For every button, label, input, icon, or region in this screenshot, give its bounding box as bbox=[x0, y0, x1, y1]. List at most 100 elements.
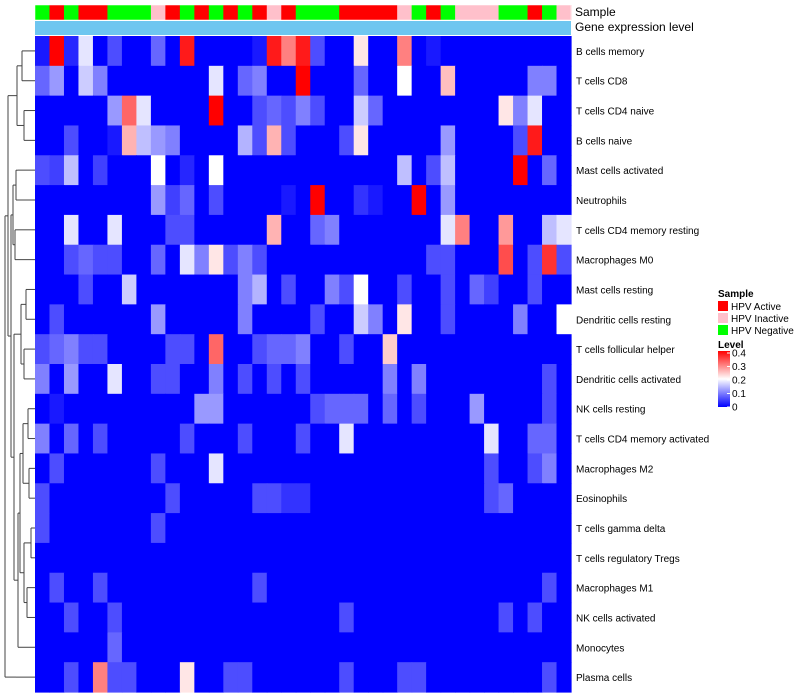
sample-legend-swatch bbox=[718, 325, 728, 335]
heatmap-cell bbox=[237, 334, 253, 365]
heatmap-cell bbox=[513, 95, 529, 127]
heatmap-cell bbox=[35, 542, 51, 574]
sample-annotation-cell bbox=[397, 5, 413, 20]
heatmap-cell bbox=[295, 65, 311, 97]
heatmap-cell bbox=[92, 572, 109, 604]
heatmap-cell bbox=[237, 423, 253, 455]
heatmap-cell bbox=[440, 423, 456, 455]
sample-legend-title: Sample bbox=[718, 289, 754, 300]
heatmap-cell bbox=[281, 662, 297, 693]
heatmap-cell bbox=[266, 393, 282, 425]
heatmap-cell bbox=[353, 542, 369, 574]
heatmap-cell bbox=[339, 65, 355, 97]
heatmap-cell bbox=[527, 572, 543, 604]
heatmap-cell bbox=[78, 662, 94, 693]
sample-annotation-cell bbox=[252, 5, 268, 20]
heatmap-cell bbox=[92, 95, 109, 127]
heatmap-cell bbox=[542, 334, 558, 365]
heatmap-cell bbox=[498, 513, 514, 544]
heatmap-cell bbox=[121, 95, 138, 127]
heatmap-cell bbox=[440, 36, 456, 67]
heatmap-cell bbox=[252, 185, 268, 216]
heatmap-cell bbox=[295, 423, 311, 455]
heatmap-cell bbox=[281, 36, 297, 67]
heatmap-cell bbox=[107, 662, 123, 693]
heatmap-cell bbox=[324, 274, 340, 305]
row-label: Dendritic cells resting bbox=[576, 315, 671, 326]
sample-annotation-cell bbox=[136, 5, 152, 20]
heatmap-cell bbox=[136, 483, 152, 514]
heatmap-cell bbox=[542, 125, 558, 156]
heatmap-cell bbox=[63, 334, 80, 365]
heatmap-cell bbox=[194, 513, 210, 544]
sample-annotation-cell bbox=[310, 5, 326, 20]
row-label: T cells CD4 naive bbox=[576, 107, 655, 118]
heatmap-cell bbox=[513, 364, 529, 395]
heatmap-cell bbox=[484, 513, 500, 544]
heatmap-cell bbox=[368, 632, 384, 663]
heatmap-cell bbox=[121, 632, 138, 663]
heatmap-cell bbox=[223, 36, 239, 67]
heatmap-cell bbox=[455, 364, 471, 395]
heatmap-cell bbox=[382, 453, 398, 484]
heatmap-cell bbox=[63, 274, 80, 305]
heatmap-cell bbox=[411, 36, 427, 67]
heatmap-cell bbox=[63, 453, 80, 484]
sample-legend-swatch bbox=[718, 313, 728, 323]
heatmap-cell bbox=[411, 453, 427, 484]
sample-annotation-frame bbox=[34, 4, 572, 21]
heatmap-cell bbox=[63, 662, 80, 693]
heatmap-cell bbox=[107, 483, 123, 514]
heatmap-cell bbox=[35, 95, 51, 127]
heatmap-cell bbox=[353, 513, 369, 544]
heatmap-cell bbox=[208, 483, 224, 514]
heatmap-cell bbox=[194, 125, 210, 156]
heatmap-cell bbox=[484, 125, 500, 156]
heatmap-cell bbox=[208, 542, 224, 574]
heatmap-cell bbox=[92, 274, 109, 305]
heatmap-cell bbox=[295, 244, 311, 276]
heatmap-cell bbox=[136, 185, 152, 216]
heatmap-cell bbox=[165, 632, 181, 663]
heatmap-cell bbox=[310, 244, 326, 276]
heatmap-cell bbox=[368, 662, 384, 693]
heatmap-cell bbox=[281, 453, 297, 484]
heatmap-cell bbox=[310, 423, 326, 455]
heatmap-cell bbox=[542, 662, 558, 693]
heatmap-cell bbox=[208, 632, 224, 663]
heatmap-cell bbox=[324, 155, 340, 186]
heatmap-cell bbox=[498, 453, 514, 484]
sample-annotation-bar bbox=[34, 4, 572, 21]
heatmap-cell bbox=[368, 602, 384, 633]
heatmap-cell bbox=[339, 572, 355, 604]
level-tick-label: 0.3 bbox=[732, 362, 746, 373]
heatmap-cell bbox=[310, 364, 326, 395]
heatmap-cell bbox=[136, 125, 152, 156]
heatmap-cell bbox=[223, 602, 239, 633]
heatmap-cell bbox=[310, 453, 326, 484]
heatmap-cell bbox=[78, 393, 94, 425]
heatmap-cell bbox=[121, 304, 138, 335]
heatmap-cell bbox=[136, 542, 152, 574]
heatmap-cell bbox=[527, 453, 543, 484]
heatmap-cell bbox=[281, 393, 297, 425]
heatmap-cell bbox=[92, 662, 109, 693]
heatmap-cell bbox=[513, 214, 529, 246]
heatmap-cell bbox=[165, 364, 181, 395]
heatmap-cell bbox=[150, 214, 166, 246]
sample-annotation-label: Sample bbox=[575, 5, 616, 19]
heatmap-cell bbox=[121, 274, 138, 305]
row-label: T cells follicular helper bbox=[576, 345, 675, 356]
heatmap-cell bbox=[281, 95, 297, 127]
heatmap-cell bbox=[353, 185, 369, 216]
heatmap-cell bbox=[237, 244, 253, 276]
heatmap-cell bbox=[455, 334, 471, 365]
heatmap-cell bbox=[353, 334, 369, 365]
heatmap-cell bbox=[469, 274, 485, 305]
heatmap-cell bbox=[136, 393, 152, 425]
heatmap-cell bbox=[556, 364, 572, 395]
heatmap-cell bbox=[78, 632, 94, 663]
heatmap-cell bbox=[397, 36, 413, 67]
sample-annotation-cell bbox=[368, 5, 384, 20]
